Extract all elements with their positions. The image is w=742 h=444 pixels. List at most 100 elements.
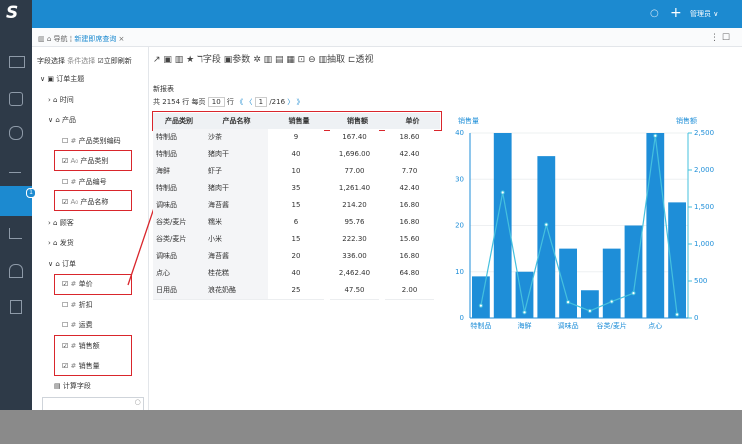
highlight [54, 150, 132, 171]
search-icon[interactable]: ○ [650, 8, 659, 19]
panel-tabs: 字段选择 条件选择 ☑立即刷新 [37, 57, 132, 65]
tree-item[interactable]: ☑ # 销售额 [62, 341, 100, 351]
bar [493, 133, 512, 318]
line [480, 135, 678, 315]
type-icon: # [70, 321, 77, 329]
tree-item[interactable]: ∨ ▣ 订单主题 [40, 74, 84, 84]
table-cell: 42.40 [385, 146, 434, 164]
nav-icon[interactable] [9, 56, 25, 68]
window-controls[interactable]: ⋮ ☐ [710, 33, 730, 43]
table-cell: 特制品 [153, 129, 205, 147]
tree-item[interactable]: › ⌂ 顾客 [48, 218, 74, 228]
tool[interactable]: ▣参数 [223, 55, 251, 65]
table-cell: 42.40 [385, 180, 434, 198]
tree-label: 产品名称 [80, 198, 109, 206]
tool-label: 透视 [355, 55, 374, 65]
pager: 共 2154 行 每页 10 行 《 〈 1 /216 〉 》 [153, 97, 304, 107]
tree-label: 销售额 [78, 341, 100, 350]
folder-icon: ⌂ [55, 259, 63, 268]
table-cell: 海苔酱 [205, 197, 268, 215]
folder-icon: ⌂ [53, 218, 60, 227]
bar [515, 271, 534, 318]
pager-part: 1 [254, 97, 268, 107]
table-cell: 猪肉干 [205, 146, 268, 164]
calc-label: 计算字段 [62, 382, 91, 390]
tree-item[interactable]: ☐ # 产品类别编码 [62, 136, 121, 146]
table-cell: 15 [268, 197, 324, 215]
tool-label: 抽取 [327, 55, 346, 65]
calc-field[interactable]: ▤ 计算字段 [54, 382, 91, 390]
tree-item[interactable]: ☐ # 折扣 [62, 300, 93, 310]
nav-icon[interactable] [9, 126, 23, 140]
line-point [478, 303, 483, 308]
nav-icon[interactable] [9, 160, 21, 173]
nav-icon[interactable] [10, 300, 22, 314]
tool[interactable]: ℸ字段 [197, 55, 221, 65]
x-tick-label: 特制品 [470, 321, 491, 330]
panel-tab[interactable]: 条件选择 [67, 57, 96, 65]
tree-item[interactable]: ☑ # 单价 [62, 279, 93, 289]
tree-item[interactable]: › ⌂ 发货 [48, 238, 74, 248]
table-cell: 16.80 [385, 214, 434, 232]
add-icon[interactable]: + [670, 5, 682, 21]
tree-label: 产品类别 [80, 157, 109, 165]
refresh-toggle[interactable]: 立即刷新 [103, 57, 132, 65]
pager-part: 2154 [162, 98, 181, 106]
pager-part: 10 [207, 97, 225, 107]
table-cell: 10 [268, 163, 324, 181]
expander: ∨ [40, 75, 48, 83]
nav-icon[interactable] [9, 92, 23, 106]
checkbox: ☑ [62, 280, 71, 288]
table-cell: 点心 [153, 265, 205, 283]
tree-item[interactable]: ∨ ⌂ 订单 [48, 259, 76, 269]
table-cell: 9 [268, 129, 324, 147]
y-tick-label: 30 [455, 175, 464, 183]
tool-icon[interactable]: ↗ ▣ ▥ ★ [153, 55, 195, 65]
table-cell: 沙茶 [205, 129, 268, 147]
bar [624, 225, 643, 318]
tree-item[interactable]: ☑ A₀ 产品名称 [62, 197, 108, 207]
folder-icon: ⌂ [53, 239, 60, 247]
nav-icon[interactable] [9, 228, 22, 239]
table-cell: 1,696.00 [330, 146, 379, 164]
y-axis-title: 销售量 [458, 116, 479, 125]
table-cell: 调味品 [153, 248, 205, 266]
line-point [566, 300, 571, 305]
y-tick-label: 0 [460, 314, 464, 322]
tree-label: 顾客 [59, 218, 74, 227]
tree-item[interactable]: ☐ # 运费 [62, 320, 93, 330]
nav-label: 导航 [53, 35, 68, 43]
tree-label: 发货 [59, 239, 74, 247]
line-point [609, 299, 614, 304]
tree-item[interactable]: ☑ A₀ 产品类别 [62, 156, 108, 166]
tree-item[interactable]: › ⌂ 时间 [48, 95, 74, 105]
nav-icon[interactable] [9, 264, 23, 278]
panel-tab[interactable]: 字段选择 [37, 57, 65, 65]
tool-icon[interactable]: ✲ ▥ ▤ ▦ ⊡ ⊖ [253, 55, 316, 65]
y2-axis-title: 销售额 [676, 116, 697, 125]
tree-label: 产品类别编码 [78, 136, 121, 145]
tree-item[interactable]: ☑ # 销售量 [62, 361, 100, 371]
badge: 1 [26, 188, 36, 198]
table-cell: 2.00 [385, 282, 434, 300]
line-point [653, 133, 658, 138]
tree-item[interactable]: ☐ # 产品编号 [62, 177, 107, 187]
tool[interactable]: ⊏透视 [347, 55, 374, 65]
column-header: 销售量 [268, 113, 330, 129]
tool[interactable]: ▥抽取 [318, 55, 346, 65]
report-title: 新报表 [153, 85, 174, 93]
column-header: 产品类别 [153, 113, 205, 129]
user-menu[interactable]: 管理员 ∨ [690, 10, 719, 18]
table-cell: 特制品 [153, 180, 205, 198]
type-icon: # [70, 136, 77, 145]
y2-tick-label: 1,500 [694, 203, 714, 211]
table-cell: 214.20 [330, 197, 379, 215]
tree-label: 运费 [78, 321, 93, 329]
tree-item[interactable]: ∨ ⌂ 产品 [48, 115, 76, 125]
expander: › [48, 95, 54, 104]
top-bar [0, 0, 742, 28]
table-cell: 6 [268, 214, 324, 232]
tree-label: 订单主题 [56, 75, 85, 83]
nav-tab[interactable]: ▥ ⌂ 导航 ¦ 新建即席查询 × [38, 35, 125, 43]
tree-label: 时间 [59, 95, 74, 104]
